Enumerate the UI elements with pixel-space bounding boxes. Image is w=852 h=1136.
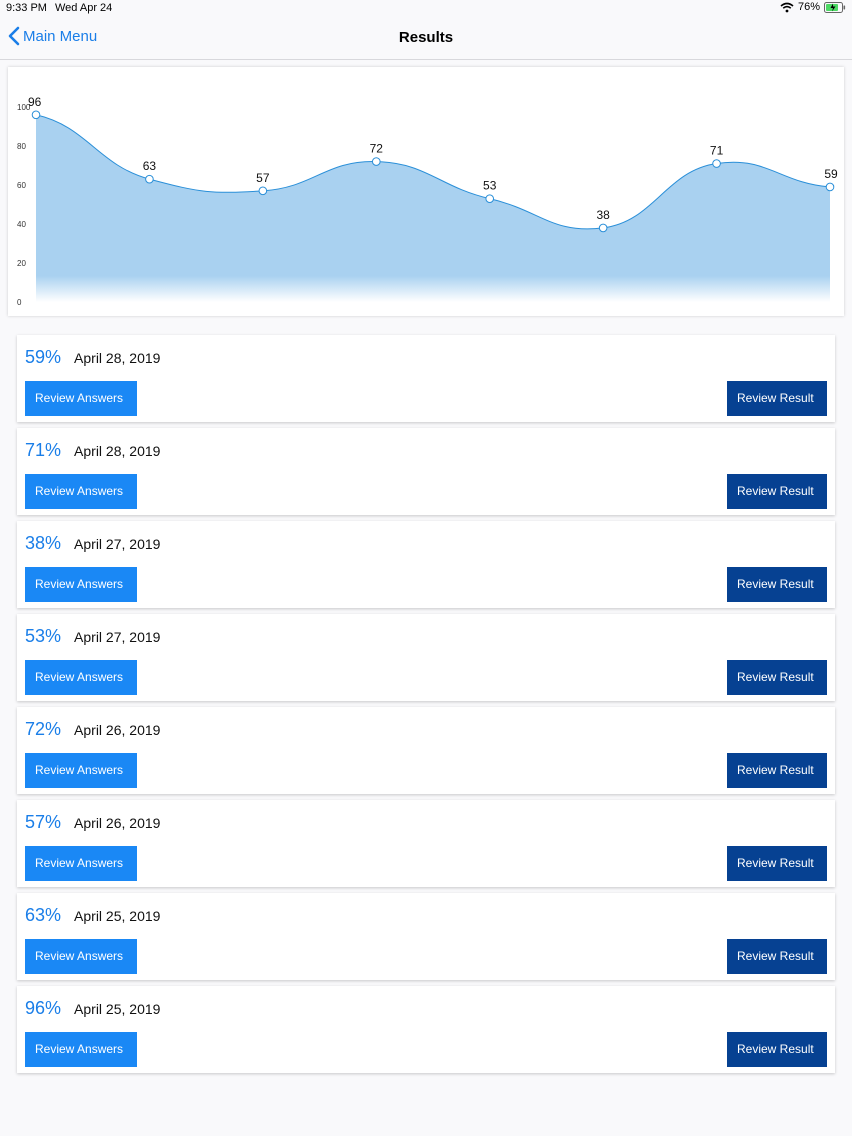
data-label: 63 <box>143 159 157 173</box>
data-label: 59 <box>824 167 838 181</box>
review-result-button[interactable]: Review Result <box>727 846 827 881</box>
data-point <box>598 223 608 233</box>
navigation-bar: Main Menu Results <box>0 18 852 60</box>
battery-charging-icon <box>824 1 846 13</box>
review-answers-button[interactable]: Review Answers <box>25 939 137 974</box>
data-label: 38 <box>596 208 610 222</box>
result-card: 53% April 27, 2019 Review Answers Review Re… <box>17 614 835 701</box>
data-label: 96 <box>28 95 42 109</box>
chart-area-fill <box>36 114 830 302</box>
data-point <box>258 186 268 196</box>
data-point <box>485 194 495 203</box>
result-score: 71% <box>25 440 62 460</box>
review-result-button[interactable]: Review Result <box>727 381 827 416</box>
result-date: April 28, 2019 <box>74 350 161 366</box>
review-result-button[interactable]: Review Result <box>727 753 827 788</box>
wifi-icon <box>780 2 794 13</box>
review-answers-button[interactable]: Review Answers <box>25 660 137 695</box>
data-label: 71 <box>710 144 724 158</box>
results-chart-card: 0 20 40 60 80 100 96 63 57 72 53 38 71 59 <box>8 67 844 316</box>
results-list: 59% April 28, 2019 Review Answers Review Re… <box>17 335 835 1079</box>
y-tick-label: 100 <box>17 103 31 112</box>
review-result-button[interactable]: Review Result <box>727 567 827 602</box>
result-score: 53% <box>25 626 62 646</box>
review-result-button[interactable]: Review Result <box>727 660 827 695</box>
review-result-button[interactable]: Review Result <box>727 474 827 509</box>
result-score: 72% <box>25 719 62 739</box>
result-header: 38% April 27, 2019 <box>25 533 160 554</box>
review-answers-button[interactable]: Review Answers <box>25 753 137 788</box>
data-point <box>31 110 41 120</box>
result-header: 57% April 26, 2019 <box>25 812 160 833</box>
result-header: 96% April 25, 2019 <box>25 998 160 1019</box>
status-bar: 9:33 PM Wed Apr 24 76% <box>0 0 852 18</box>
review-answers-button[interactable]: Review Answers <box>25 567 137 602</box>
battery-percent: 76% <box>797 1 820 13</box>
status-indicators: 76% <box>780 1 846 13</box>
result-score: 63% <box>25 905 62 925</box>
data-label: 72 <box>370 142 384 156</box>
result-header: 59% April 28, 2019 <box>25 347 160 368</box>
result-card: 96% April 25, 2019 Review Answers Review Re… <box>17 986 835 1073</box>
status-date: Wed Apr 24 <box>55 2 113 14</box>
result-score: 38% <box>25 533 62 553</box>
result-header: 71% April 28, 2019 <box>25 440 160 461</box>
back-button-label: Main Menu <box>23 27 98 45</box>
review-result-button[interactable]: Review Result <box>727 1032 827 1067</box>
result-date: April 26, 2019 <box>74 722 161 738</box>
data-point <box>825 182 835 192</box>
result-card: 59% April 28, 2019 Review Answers Review Re… <box>17 335 835 422</box>
result-date: April 27, 2019 <box>74 629 161 645</box>
result-date: April 25, 2019 <box>74 1001 161 1017</box>
chart-series-line <box>35 114 831 230</box>
result-header: 72% April 26, 2019 <box>25 719 160 740</box>
result-header: 63% April 25, 2019 <box>25 905 160 926</box>
result-header: 53% April 27, 2019 <box>25 626 160 647</box>
data-label: 53 <box>483 179 497 193</box>
results-area-chart: 0 20 40 60 80 100 96 63 57 72 53 38 71 59 <box>17 95 838 307</box>
result-card: 38% April 27, 2019 Review Answers Review Re… <box>17 521 835 608</box>
y-tick-label: 60 <box>17 181 26 190</box>
review-result-button[interactable]: Review Result <box>727 939 827 974</box>
y-tick-label: 40 <box>17 220 26 229</box>
review-answers-button[interactable]: Review Answers <box>25 1032 137 1067</box>
data-label: 57 <box>256 171 270 185</box>
result-score: 96% <box>25 998 62 1018</box>
page-title: Results <box>398 29 454 46</box>
y-tick-label: 80 <box>17 142 26 151</box>
review-answers-button[interactable]: Review Answers <box>25 381 137 416</box>
result-card: 72% April 26, 2019 Review Answers Review Re… <box>17 707 835 794</box>
data-point <box>371 157 381 166</box>
review-answers-button[interactable]: Review Answers <box>25 474 137 509</box>
back-button[interactable]: Main Menu <box>8 26 97 46</box>
result-date: April 27, 2019 <box>74 536 161 552</box>
data-point <box>712 159 721 168</box>
result-date: April 28, 2019 <box>74 443 161 459</box>
status-time: 9:33 PM <box>6 2 47 14</box>
y-tick-label: 20 <box>17 259 26 268</box>
result-card: 63% April 25, 2019 Review Answers Review Re… <box>17 893 835 980</box>
y-tick-label: 0 <box>17 298 22 307</box>
result-date: April 25, 2019 <box>74 908 161 924</box>
result-date: April 26, 2019 <box>74 815 161 831</box>
data-point <box>145 174 154 184</box>
review-answers-button[interactable]: Review Answers <box>25 846 137 881</box>
result-score: 57% <box>25 812 62 832</box>
result-card: 57% April 26, 2019 Review Answers Review Re… <box>17 800 835 887</box>
result-card: 71% April 28, 2019 Review Answers Review Re… <box>17 428 835 515</box>
chevron-left-icon <box>8 26 20 46</box>
result-score: 59% <box>25 347 62 367</box>
